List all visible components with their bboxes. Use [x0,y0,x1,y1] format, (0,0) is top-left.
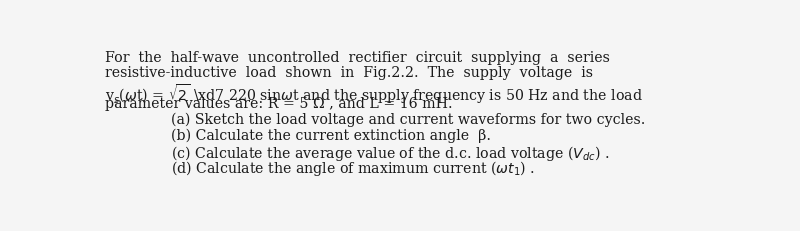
Text: (a) Sketch the load voltage and current waveforms for two cycles.: (a) Sketch the load voltage and current … [171,113,646,127]
Text: resistive-inductive  load  shown  in  Fig.2.2.  The  supply  voltage  is: resistive-inductive load shown in Fig.2.… [105,66,593,80]
Text: (b) Calculate the current extinction angle  β.: (b) Calculate the current extinction ang… [171,128,491,143]
Text: (c) Calculate the average value of the d.c. load voltage ($V_{dc}$) .: (c) Calculate the average value of the d… [171,144,610,163]
Text: For  the  half-wave  uncontrolled  rectifier  circuit  supplying  a  series: For the half-wave uncontrolled rectifier… [105,51,610,65]
Text: (d) Calculate the angle of maximum current ($\omega t_1$) .: (d) Calculate the angle of maximum curre… [171,159,535,178]
Text: parameter values are: R = 5 Ω , and L = 16 mH.: parameter values are: R = 5 Ω , and L = … [105,97,453,111]
Text: v$_s$($\omega$t) = $\sqrt{2}$ \xd7 220 sin$\omega$t and the supply frequency is : v$_s$($\omega$t) = $\sqrt{2}$ \xd7 220 s… [105,82,642,106]
